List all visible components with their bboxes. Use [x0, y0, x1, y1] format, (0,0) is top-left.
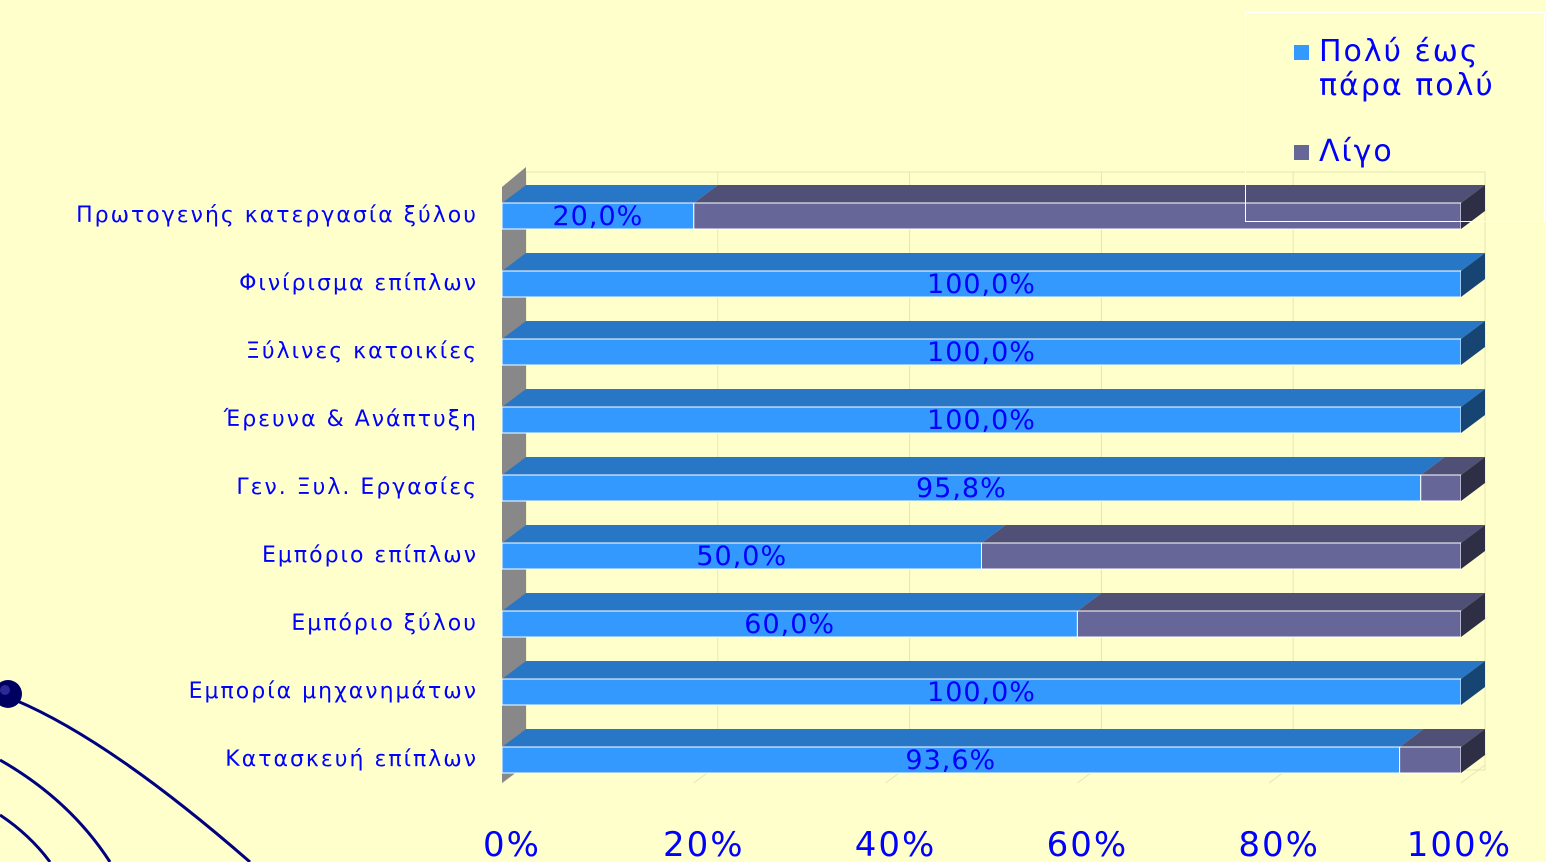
legend-swatch-other	[1294, 145, 1309, 160]
data-label: 100,0%	[927, 677, 1036, 708]
bar-top-face	[502, 525, 1006, 543]
bar-top-face	[502, 185, 718, 203]
data-label: 50,0%	[696, 541, 787, 572]
legend-label-main: Πολύ έως πάρα πολύ	[1319, 34, 1495, 103]
x-tick-label: 60%	[1047, 825, 1129, 862]
category-label: Πρωτογενής κατεργασία ξύλου	[76, 203, 478, 228]
legend: Πολύ έως πάρα πολύ Λίγο	[1245, 12, 1545, 222]
bar-side-face	[1461, 253, 1485, 297]
bar-top-face	[502, 253, 1485, 271]
bar-top-face	[502, 321, 1485, 339]
decorative-swoosh	[0, 680, 251, 862]
bar-side-face	[1461, 593, 1485, 637]
bar-segment	[501, 270, 1462, 298]
gridline-floor	[1460, 764, 1486, 784]
bar-side-face	[1461, 185, 1485, 229]
category-label: Κατασκευή επίπλων	[225, 747, 478, 772]
legend-swatch-main	[1294, 45, 1309, 60]
category-label: Έρευνα & Ανάπτυξη	[223, 407, 478, 432]
data-label: 93,6%	[905, 745, 996, 776]
bar-side-face	[1461, 525, 1485, 569]
bar-segment	[1076, 610, 1462, 638]
bar-top-face	[1399, 729, 1485, 747]
bar-segment	[1420, 474, 1462, 502]
bar-segment	[501, 678, 1462, 706]
bar-side-face	[1461, 661, 1485, 705]
bar-top-face	[1420, 457, 1485, 475]
bar-segment	[501, 474, 1422, 502]
bar-top-face	[1077, 593, 1485, 611]
bar-segment	[501, 406, 1462, 434]
category-label: Εμπορία μηχανημάτων	[189, 679, 478, 704]
data-label: 95,8%	[916, 473, 1007, 504]
bar-top-face	[981, 525, 1485, 543]
category-label: Φινίρισμα επίπλων	[239, 271, 478, 296]
category-label: Ξύλινες κατοικίες	[246, 339, 478, 364]
category-label: Εμπόριο ξύλου	[291, 611, 478, 636]
legend-item-main: Πολύ έως πάρα πολύ	[1294, 35, 1529, 103]
bar-top-face	[693, 185, 1485, 203]
bar-segment	[693, 202, 1462, 230]
bar-side-face	[1461, 457, 1485, 501]
bar-top-face	[502, 593, 1102, 611]
legend-label-other: Λίγο	[1319, 134, 1394, 169]
bar-top-face	[502, 661, 1485, 679]
bar-segment	[501, 746, 1401, 774]
data-label: 100,0%	[927, 269, 1036, 300]
bar-side-face	[1461, 729, 1485, 773]
bar-top-face	[502, 729, 1424, 747]
data-label: 60,0%	[744, 609, 835, 640]
data-label: 100,0%	[927, 405, 1036, 436]
bar-top-face	[502, 457, 1445, 475]
category-label: Εμπόριο επίπλων	[262, 543, 478, 568]
bar-segment	[1399, 746, 1462, 774]
bar-side-face	[1461, 389, 1485, 433]
x-tick-label: 80%	[1238, 825, 1320, 862]
x-tick-label: 20%	[663, 825, 745, 862]
bar-side-face	[1461, 321, 1485, 365]
data-label: 100,0%	[927, 337, 1036, 368]
x-tick-label: 40%	[855, 825, 937, 862]
data-label: 20,0%	[553, 201, 644, 232]
category-label: Γεν. Ξυλ. Εργασίες	[236, 475, 478, 500]
bar-segment	[501, 542, 982, 570]
bar-segment	[981, 542, 1462, 570]
x-tick-label: 100%	[1407, 825, 1512, 862]
legend-item-other: Λίγο	[1294, 135, 1529, 169]
bar-top-face	[502, 389, 1485, 407]
bar-segment	[501, 610, 1078, 638]
x-tick-label: 0%	[483, 825, 541, 862]
